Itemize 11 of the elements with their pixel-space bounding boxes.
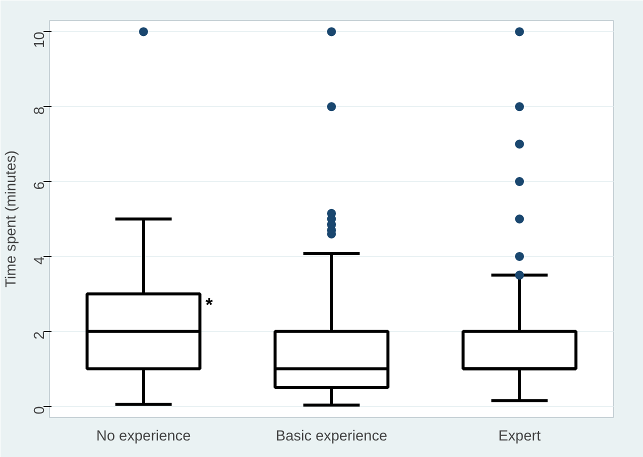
y-tick-label: 2 [32,331,48,340]
y-tick-label: 8 [32,106,48,115]
y-axis-title: Time spent (minutes) [4,150,20,288]
x-tick-label: No experience [96,428,191,444]
y-tick-label: 10 [32,32,48,48]
x-tick-label: Expert [498,428,541,444]
y-tick-label: 4 [32,256,48,265]
annotation: * [206,294,214,315]
x-tick-label: Basic experience [276,428,388,444]
y-tick-label: 6 [32,182,48,190]
y-tick-label: 0 [32,406,48,414]
